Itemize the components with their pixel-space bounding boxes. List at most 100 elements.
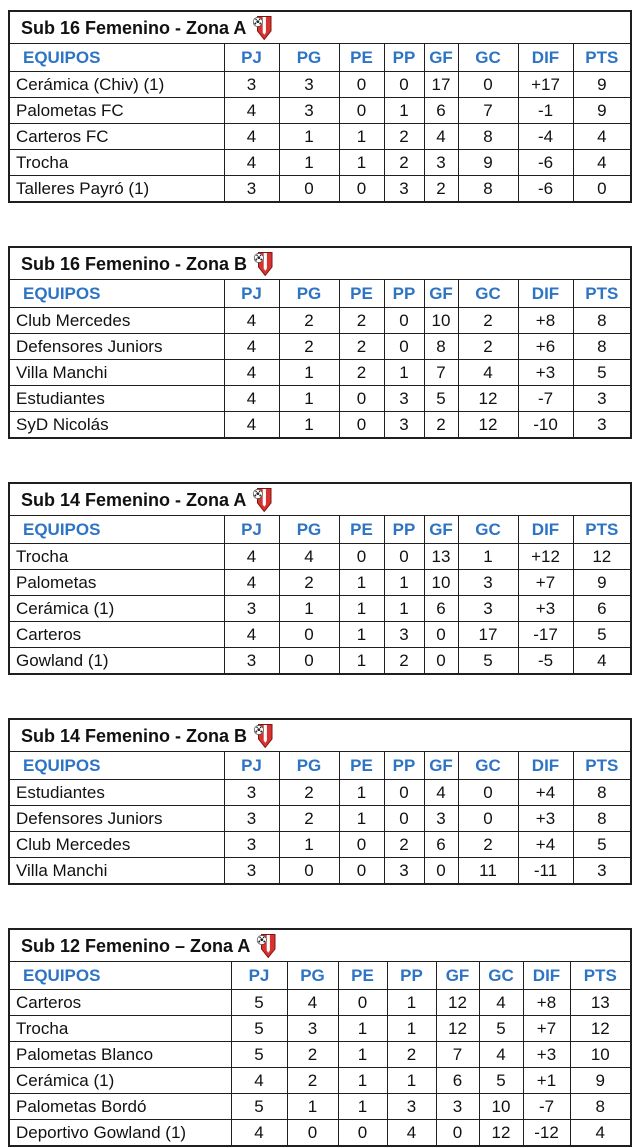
stat-pg: 2 xyxy=(286,1067,339,1094)
stat-pe: 1 xyxy=(338,149,385,176)
stat-dif: -17 xyxy=(517,621,574,648)
stat-pe: 2 xyxy=(338,359,385,386)
stat-gf: 0 xyxy=(423,857,459,885)
stat-dif: +12 xyxy=(517,543,574,570)
stat-gf: 13 xyxy=(423,543,459,570)
stat-pp: 3 xyxy=(386,1093,437,1120)
column-header-pp: PP xyxy=(383,751,425,780)
stat-pj: 4 xyxy=(223,543,280,570)
column-header-pg: PG xyxy=(278,43,340,72)
column-header-dif: DIF xyxy=(517,43,574,72)
stat-pe: 1 xyxy=(338,779,385,806)
team-name: Cerámica (Chiv) (1) xyxy=(8,71,225,98)
team-name: Trocha xyxy=(8,149,225,176)
team-name: Defensores Juniors xyxy=(8,805,225,832)
stat-dif: +6 xyxy=(517,333,574,360)
stat-dif: -10 xyxy=(517,411,574,439)
stat-gf: 8 xyxy=(423,333,459,360)
stat-dif: +7 xyxy=(517,569,574,596)
stat-dif: -5 xyxy=(517,647,574,675)
stat-pe: 0 xyxy=(338,831,385,858)
table-row: Talleres Payró (1) 3 0 0 3 2 8 -6 0 xyxy=(8,175,632,203)
stat-gc: 12 xyxy=(457,385,519,412)
stat-pts: 6 xyxy=(572,595,632,622)
stat-pj: 4 xyxy=(223,621,280,648)
stat-pp: 0 xyxy=(383,543,425,570)
stat-pg: 0 xyxy=(278,621,340,648)
stat-dif: +8 xyxy=(517,307,574,334)
table-row: Trocha 4 1 1 2 3 9 -6 4 xyxy=(8,149,632,176)
team-name: Cerámica (1) xyxy=(8,595,225,622)
soccer-crest-icon xyxy=(253,723,273,748)
stat-pts: 8 xyxy=(572,779,632,806)
column-header-pp: PP xyxy=(383,515,425,544)
stat-pj: 4 xyxy=(230,1119,288,1147)
stat-pe: 1 xyxy=(337,1015,388,1042)
stat-dif: +3 xyxy=(517,359,574,386)
stat-gc: 8 xyxy=(457,175,519,203)
team-name: Estudiantes xyxy=(8,779,225,806)
stat-dif: -12 xyxy=(522,1119,571,1147)
table-title-row: Sub 12 Femenino – Zona A xyxy=(8,928,632,962)
stat-gc: 3 xyxy=(457,595,519,622)
stat-pts: 9 xyxy=(572,569,632,596)
column-header-pp: PP xyxy=(383,43,425,72)
column-header-pp: PP xyxy=(386,961,437,990)
column-header-equipos: EQUIPOS xyxy=(8,751,225,780)
stat-pts: 10 xyxy=(569,1041,632,1068)
stat-pj: 5 xyxy=(230,989,288,1016)
column-header-row: EQUIPOS PJ PG PE PP GF GC DIF PTS xyxy=(8,279,632,308)
stat-pts: 0 xyxy=(572,175,632,203)
stat-pj: 5 xyxy=(230,1093,288,1120)
stat-pp: 2 xyxy=(386,1041,437,1068)
stat-pg: 2 xyxy=(278,333,340,360)
stat-dif: -11 xyxy=(517,857,574,885)
standings-grid: Sub 16 Femenino - Zona B EQUIPOS PJ PG PE P xyxy=(8,246,633,439)
table-row: Estudiantes 3 2 1 0 4 0 +4 8 xyxy=(8,779,632,806)
team-name: Trocha xyxy=(8,1015,232,1042)
column-header-pg: PG xyxy=(278,751,340,780)
stat-pj: 3 xyxy=(223,647,280,675)
stat-gf: 7 xyxy=(435,1041,480,1068)
stat-gc: 9 xyxy=(457,149,519,176)
column-header-pts: PTS xyxy=(572,279,632,308)
stat-gc: 12 xyxy=(478,1119,524,1147)
table-title: Sub 16 Femenino - Zona B xyxy=(21,253,248,274)
column-header-dif: DIF xyxy=(517,515,574,544)
team-name: Club Mercedes xyxy=(8,307,225,334)
stat-pj: 4 xyxy=(223,569,280,596)
team-name: Carteros FC xyxy=(8,123,225,150)
stat-pp: 4 xyxy=(386,1119,437,1147)
stat-pts: 4 xyxy=(572,149,632,176)
standings-grid: Sub 14 Femenino - Zona B EQUIPOS PJ PG PE P xyxy=(8,718,633,885)
stat-dif: -1 xyxy=(517,97,574,124)
stat-gf: 7 xyxy=(423,359,459,386)
column-header-pj: PJ xyxy=(230,961,288,990)
stat-pp: 1 xyxy=(386,1015,437,1042)
table-row: Gowland (1) 3 0 1 2 0 5 -5 4 xyxy=(8,647,632,675)
stat-pp: 0 xyxy=(383,779,425,806)
team-name: Palometas xyxy=(8,569,225,596)
stat-pg: 4 xyxy=(286,989,339,1016)
team-name: Carteros xyxy=(8,621,225,648)
column-header-equipos: EQUIPOS xyxy=(8,515,225,544)
team-name: Palometas Bordó xyxy=(8,1093,232,1120)
stat-pp: 1 xyxy=(386,1067,437,1094)
table-row: SyD Nicolás 4 1 0 3 2 12 -10 3 xyxy=(8,411,632,439)
table-row: Carteros 4 0 1 3 0 17 -17 5 xyxy=(8,621,632,648)
team-name: Palometas Blanco xyxy=(8,1041,232,1068)
table-title-row: Sub 14 Femenino - Zona A xyxy=(8,482,632,516)
stat-pp: 1 xyxy=(383,569,425,596)
stat-pg: 0 xyxy=(278,647,340,675)
stat-pts: 3 xyxy=(572,411,632,439)
column-header-gc: GC xyxy=(457,751,519,780)
stat-pts: 8 xyxy=(569,1093,632,1120)
stat-pg: 3 xyxy=(278,97,340,124)
stat-pp: 2 xyxy=(383,149,425,176)
column-header-gf: GF xyxy=(423,751,459,780)
column-header-gf: GF xyxy=(435,961,480,990)
table-row: Defensores Juniors 4 2 2 0 8 2 +6 8 xyxy=(8,333,632,360)
stat-pp: 3 xyxy=(383,175,425,203)
column-header-pe: PE xyxy=(337,961,388,990)
table-title: Sub 14 Femenino - Zona B xyxy=(21,725,248,746)
